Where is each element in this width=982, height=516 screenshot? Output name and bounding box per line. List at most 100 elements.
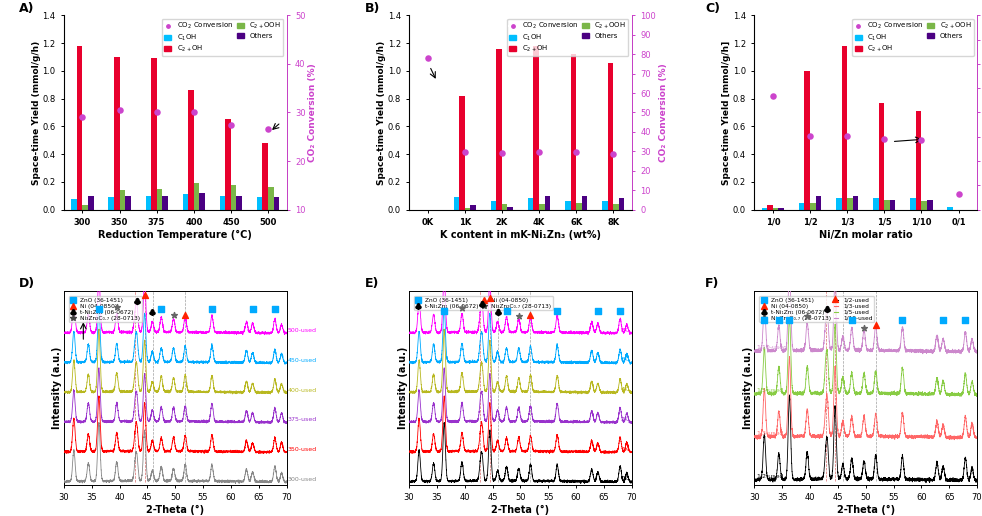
X-axis label: K content in mK-Ni₁Zn₃ (wt%): K content in mK-Ni₁Zn₃ (wt%) [440,230,601,239]
Bar [873,199,879,209]
Point [782,315,797,324]
Bar [120,190,125,209]
Bar [545,196,550,209]
X-axis label: Reduction Temperature (°C): Reduction Temperature (°C) [98,230,252,240]
Point [260,125,276,134]
Bar [602,201,608,209]
Bar [237,196,242,209]
Point [112,106,128,114]
Bar [491,201,496,209]
Point [913,136,929,144]
Point [457,148,472,156]
Bar [72,199,77,209]
Point [935,315,951,324]
Bar [454,197,460,209]
Text: 1/5-used: 1/5-used [756,388,784,393]
Bar [565,201,571,209]
Text: B): B) [364,2,380,14]
Y-axis label: Intensity (a.u.): Intensity (a.u.) [743,347,753,429]
Legend: ZnO (36-1451), Ni (04-0850), t-Ni₁Zn₁ (06-0672), Ni₃Zn₂C₀.₇ (28-0713): ZnO (36-1451), Ni (04-0850), t-Ni₁Zn₁ (0… [69,296,142,322]
Text: 400-used: 400-used [288,388,317,393]
Bar [779,208,784,209]
Text: 8K: 8K [621,328,629,333]
Bar [810,203,816,209]
X-axis label: Ni/Zn molar ratio: Ni/Zn molar ratio [819,230,912,239]
Text: F): F) [705,277,720,290]
Point [819,305,835,314]
Bar [767,205,773,209]
Bar [539,204,545,209]
Point [756,315,772,324]
Text: 300-used: 300-used [288,477,317,482]
Bar [608,62,614,209]
Legend: ZnO (36-1451), t-Ni₁Zn₁ (06-0672), Ni (04-0850), Ni₃Zn₂C₀.₇ (28-0713): ZnO (36-1451), t-Ni₁Zn₁ (06-0672), Ni (0… [414,296,553,311]
Bar [614,204,619,209]
Point [186,108,201,117]
Bar [927,200,933,209]
Point [613,307,628,315]
Point [129,297,144,305]
Bar [804,71,810,209]
Text: 375-used: 375-used [288,417,317,423]
Bar [460,96,464,209]
Bar [145,196,151,209]
Bar [816,196,821,209]
Point [223,121,239,129]
Y-axis label: CO₂ Conversion (%): CO₂ Conversion (%) [308,63,317,162]
Point [799,312,815,320]
Text: D): D) [20,277,35,290]
Y-axis label: Intensity (a.u.): Intensity (a.u.) [398,347,408,429]
Text: 1/2-used: 1/2-used [756,474,784,478]
Point [765,91,781,100]
Point [178,311,193,319]
Bar [225,119,231,209]
Bar [890,200,896,209]
Point [840,132,855,140]
Bar [125,196,131,209]
Bar [193,183,199,209]
Point [149,108,165,117]
Point [606,150,622,158]
Bar [464,208,470,209]
Bar [157,189,162,209]
Point [856,324,872,332]
Point [844,315,859,324]
Point [876,135,892,143]
Bar [114,57,120,209]
Point [549,307,565,315]
Bar [82,205,88,209]
Text: A): A) [20,2,34,14]
Point [166,311,182,319]
Legend: CO$_2$ Conversion, C$_1$OH, C$_{2+}$OH, C$_{2+}$OOH, Others: CO$_2$ Conversion, C$_1$OH, C$_{2+}$OH, … [162,19,283,56]
Point [868,320,884,329]
Bar [231,185,237,209]
Bar [916,111,921,209]
Point [204,305,220,314]
Bar [884,200,890,209]
Bar [262,143,268,209]
Text: 350-used: 350-used [288,447,317,452]
Bar [842,46,847,209]
Bar [836,199,842,209]
Bar [268,187,274,209]
Point [771,315,787,324]
Point [75,113,90,121]
Point [490,308,506,316]
Bar [162,196,168,209]
Point [245,305,260,314]
Bar [199,193,205,209]
Legend: ZnO (36-1451), Ni (04-0850), t-Ni₁Zn₁ (06-0672), Ni₃Zn₂C₀.₇ (28-0713), 1/2-used,: ZnO (36-1451), Ni (04-0850), t-Ni₁Zn₁ (0… [759,296,874,322]
Point [957,315,973,324]
Point [109,302,125,311]
Point [494,149,510,157]
Y-axis label: Space-time Yield (mmol/g/h): Space-time Yield (mmol/g/h) [377,40,386,185]
Point [91,305,107,314]
Text: 2K: 2K [621,417,629,422]
Y-axis label: Intensity (a.u.): Intensity (a.u.) [52,347,63,429]
Text: 0K: 0K [621,476,629,481]
Bar [88,196,93,209]
Point [522,311,538,319]
Point [436,307,452,315]
Bar [470,205,476,209]
Point [419,54,435,62]
